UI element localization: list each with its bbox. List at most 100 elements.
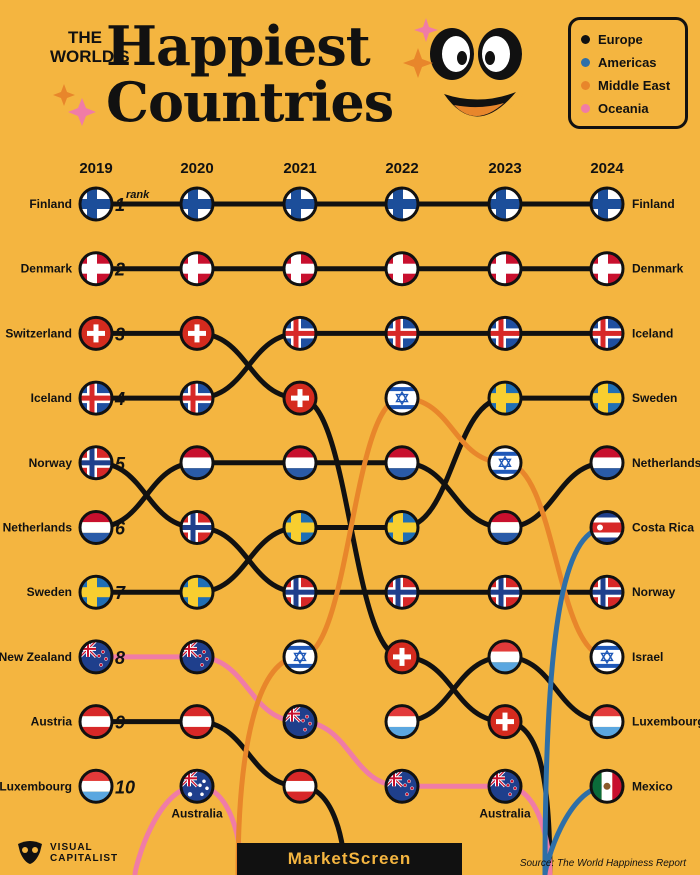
flag-austria-icon [78,704,114,740]
right-country-label: Finland [632,197,675,211]
flag-luxembourg-icon [78,768,114,804]
flag-sweden-icon [589,380,625,416]
flag-netherlands-icon [384,445,420,481]
flag-norway-icon [487,574,523,610]
flag-denmark-icon [78,251,114,287]
left-country-label: Finland [29,197,72,211]
flag-sweden-icon [384,510,420,545]
series-sweden [93,395,610,595]
flag-newzealand-icon [487,768,523,804]
right-country-label: Luxembourg [632,715,700,729]
sparkle-icon [53,84,96,126]
flag-netherlands-icon [78,510,114,545]
right-country-label: Netherlands [632,456,700,470]
right-country-label: Costa Rica [632,521,694,535]
flag-austria-icon [179,704,215,740]
marketscreen-brand: MarketScreen [237,843,462,875]
legend-item-middle-east: Middle East [581,74,685,97]
source-note: Source: The World Happiness Report [519,858,686,869]
flag-norway-icon [179,510,215,545]
flag-markers [78,186,625,804]
legend-label: Middle East [598,78,671,93]
flag-norway-icon [282,574,318,610]
flag-sweden-icon [78,574,114,610]
series-israel [235,395,610,875]
flag-switzerland-icon [487,704,523,740]
year-label-2023: 2023 [488,160,522,177]
flag-netherlands-icon [179,445,215,481]
right-country-label: Denmark [632,262,684,276]
legend-label: Oceania [598,101,649,116]
rank-number: 7 [115,583,126,603]
flag-iceland-icon [589,315,625,351]
flag-switzerland-icon [282,380,318,416]
flag-newzealand-icon [179,639,215,675]
legend: Europe Americas Middle East Oceania [568,17,688,129]
legend-dot [581,104,590,113]
legend-label: Americas [598,55,657,70]
flag-luxembourg-icon [384,704,420,740]
flag-finland-icon [78,186,114,222]
right-country-label: Iceland [632,326,673,340]
flag-finland-icon [589,186,625,222]
right-country-label: Norway [632,585,676,599]
legend-item-oceania: Oceania [581,97,685,120]
flag-sweden-icon [282,510,318,545]
flag-costarica-icon [589,510,625,545]
flag-israel-icon [282,639,318,675]
flag-austria-icon [282,768,318,804]
flag-denmark-icon [487,251,523,287]
flag-finland-icon [282,186,318,222]
left-country-label: Luxembourg [0,779,72,793]
flag-iceland-icon [487,315,523,351]
series-line [93,395,610,595]
rank-number: 3 [115,324,125,344]
flag-sweden-icon [179,574,215,610]
year-label-2021: 2021 [283,160,317,177]
rank-number: 1 [115,195,125,215]
left-country-label: New Zealand [0,650,72,664]
series-lines [93,201,610,875]
series-netherlands [93,460,610,530]
legend-item-europe: Europe [581,28,685,51]
year-label-2022: 2022 [385,160,419,177]
visual-capitalist-logo: VISUAL CAPITALIST [16,840,118,866]
left-country-label: Denmark [21,262,73,276]
rank-number: 4 [114,389,125,409]
year-label-2020: 2020 [180,160,214,177]
flag-netherlands-icon [282,445,318,481]
legend-item-americas: Americas [581,51,685,74]
rank-caption: rank [126,189,150,201]
series-iceland [93,330,610,401]
flag-netherlands-icon [589,445,625,481]
flag-finland-icon [487,186,523,222]
right-country-label: Mexico [632,779,673,793]
year-label-2024: 2024 [590,160,624,177]
flag-denmark-icon [179,251,215,287]
legend-dot [581,35,590,44]
smiley-mascot-icon [403,18,528,118]
flag-denmark-icon [589,251,625,287]
year-label-2019: 2019 [79,160,113,177]
title-line1: Happiest [106,14,371,78]
flag-finland-icon [179,186,215,222]
chart-labels: Finland Denmark Switzerland Iceland Norway Ne… [0,195,700,820]
title-small: THE WORLD'S [50,28,130,66]
series-line [93,654,553,875]
left-country-label: Iceland [31,391,72,405]
flag-iceland-icon [78,380,114,416]
flag-finland-icon [384,186,420,222]
series-line [93,460,610,530]
flag-newzealand-icon [78,639,114,675]
rank-number: 10 [115,777,135,797]
flag-switzerland-icon [78,315,114,351]
legend-dot [581,81,590,90]
series-line [93,330,610,401]
flag-newzealand-icon [282,704,318,740]
flag-switzerland-icon [179,315,215,351]
left-country-label: Norway [29,456,73,470]
flag-luxembourg-icon [487,639,523,675]
legend-dot [581,58,590,67]
